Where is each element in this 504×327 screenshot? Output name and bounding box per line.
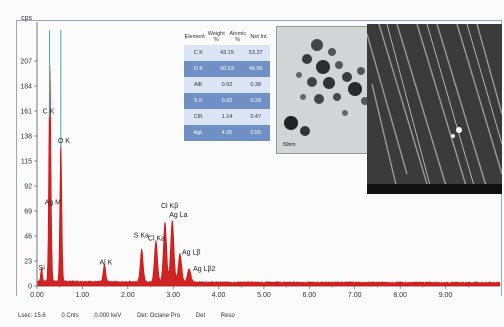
status-bar: Lsec: 15.6 0 Cnts 0.000 keV Det: Octane … (18, 313, 249, 319)
status-reso: Reso (220, 313, 235, 319)
table-row: ClK 1.14 0.47 (184, 109, 270, 125)
y-tick-label: 46 (24, 234, 32, 241)
peak-label: Ag Lβ2 (193, 266, 215, 273)
cell-atomic: 46.05 (248, 66, 263, 72)
peak-label: Cl Kβ (161, 203, 178, 210)
header-atomic: Atomic % (229, 31, 247, 43)
header-netint: Net Int. (250, 34, 269, 40)
table-row: O K 50.53 46.05 (184, 61, 270, 77)
y-tick-label: 92 (24, 184, 32, 191)
status-counts: 0 Cnts (61, 313, 79, 319)
sem-micrograph-inset (367, 24, 502, 194)
x-tick-label: 1.00 (76, 292, 90, 299)
x-tick-label: 2.00 (121, 292, 135, 299)
cell-element: S K (193, 98, 203, 104)
cell-weight: 43.15 (220, 50, 234, 56)
x-tick-label: 7.00 (348, 292, 362, 299)
cell-element: O K (193, 66, 204, 72)
cell-weight: 4.05 (221, 130, 233, 136)
cell-atomic: 0.28 (250, 98, 262, 104)
peak-label: S Ka (134, 232, 149, 239)
peak-label: Ag Lβ (182, 250, 200, 257)
y-tick-label: 138 (20, 134, 32, 141)
sem-fibers (367, 24, 502, 194)
x-tick-label: 6.00 (303, 292, 317, 299)
peak-label: O K (58, 138, 70, 145)
y-tick-label: 184 (20, 84, 32, 91)
peak-label: Cl Ka (148, 236, 165, 243)
header-weight: Weight % (207, 31, 225, 43)
header-element: Element (184, 34, 205, 40)
cell-element: AgL (193, 130, 204, 136)
x-tick-label: 8.00 (393, 292, 407, 299)
tem-scale-label: 50nm (283, 142, 296, 148)
sem-info-bar (367, 184, 502, 194)
peak-label: C K (43, 109, 55, 116)
cell-weight: 50.53 (220, 66, 234, 72)
x-tick-label: 5.00 (257, 292, 271, 299)
peak-label: Al K (99, 260, 112, 267)
cell-element: C K (193, 50, 203, 56)
x-tick-label: 4.00 (212, 292, 226, 299)
status-det: Det (195, 313, 206, 319)
cell-atomic: 0.47 (250, 114, 262, 120)
x-tick-label: 0.00 (30, 292, 44, 299)
table-row: C K 43.15 53.37 (184, 45, 270, 61)
peak-label: Ag M (45, 200, 62, 207)
cell-weight: 0.62 (221, 98, 233, 104)
cell-element: ClK (193, 114, 203, 120)
spectrum-series (37, 65, 501, 287)
cell-weight: 1.14 (221, 114, 233, 120)
cell-atomic: 0.55 (250, 130, 262, 136)
element-table-header: Element Weight % Atomic % Net Int. (184, 29, 270, 45)
y-tick-label: 0 (28, 284, 32, 291)
y-tick-label: 69 (24, 209, 32, 216)
peak-label: Si (39, 265, 46, 272)
x-tick-label: 9.00 (439, 292, 453, 299)
x-tick-label: 3.00 (166, 292, 180, 299)
cell-atomic: 0.38 (250, 82, 262, 88)
y-tick-label: 161 (20, 109, 32, 116)
cell-atomic: 53.37 (248, 50, 263, 56)
y-unit-label: cps (21, 15, 32, 22)
cell-element: AlK (194, 82, 203, 88)
table-row: AlK 0.62 0.38 (184, 77, 270, 93)
y-tick-label: 115 (21, 159, 32, 166)
element-table: Element Weight % Atomic % Net Int. C K 4… (184, 29, 270, 141)
status-detector: Det: Octane Pro (137, 313, 181, 319)
y-tick-label: 23 (24, 259, 32, 266)
status-lsec: Lsec: 15.6 (18, 313, 46, 319)
peak-label: Ag La (169, 212, 187, 219)
y-tick-label: 207 (20, 59, 32, 66)
table-row: AgL 4.05 0.55 (184, 125, 270, 141)
status-kev: 0.000 keV (94, 313, 122, 319)
table-row: S K 0.62 0.28 (184, 93, 270, 109)
cell-weight: 0.62 (221, 82, 233, 88)
